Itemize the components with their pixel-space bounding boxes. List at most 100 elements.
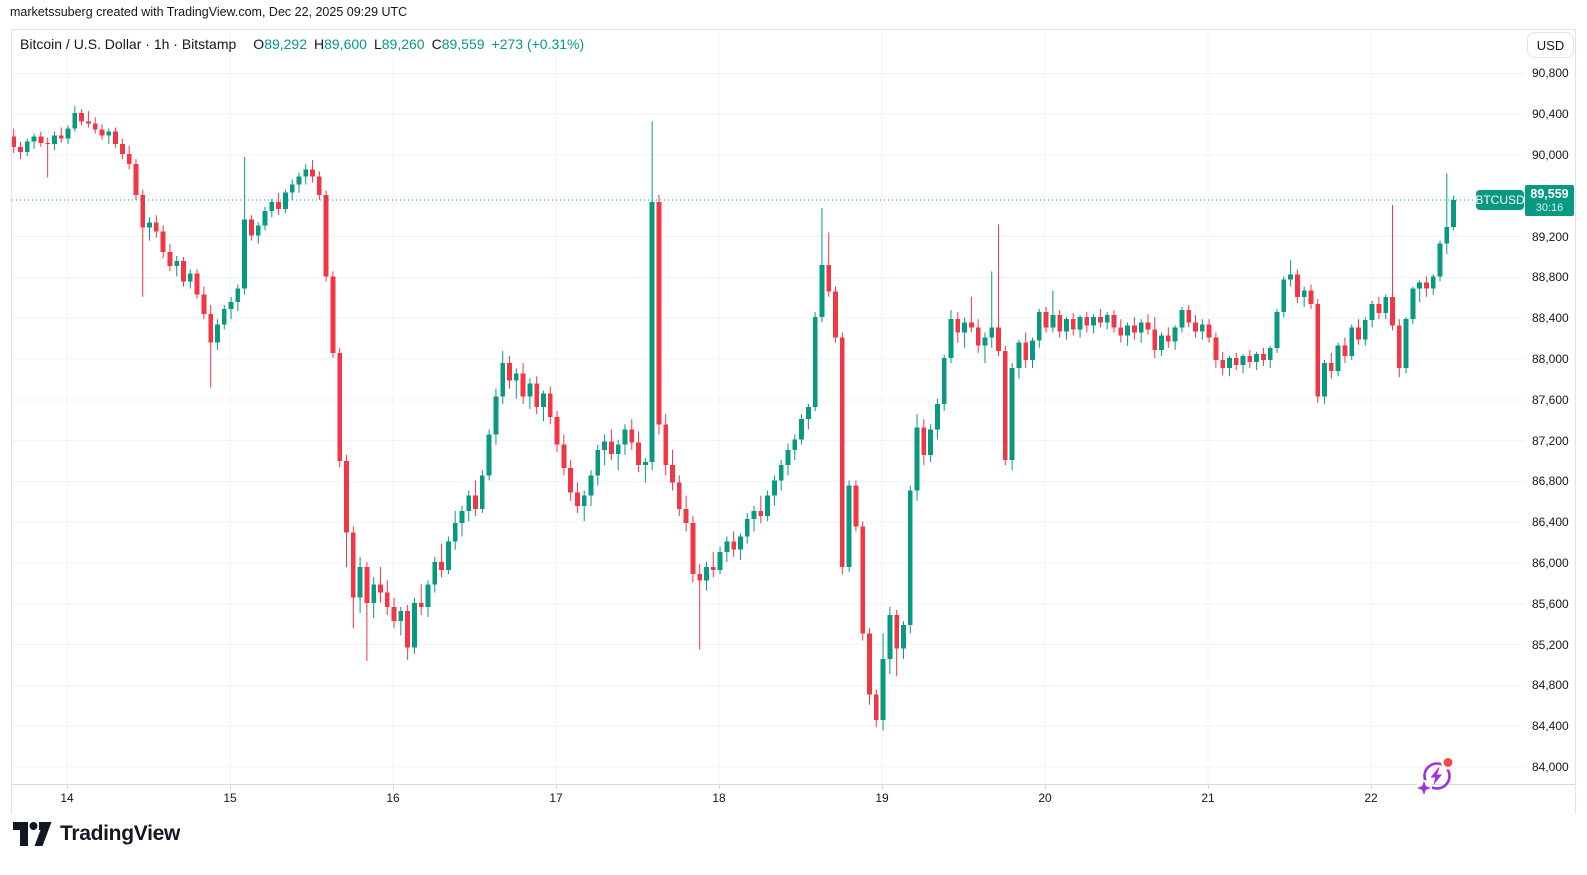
candle-body xyxy=(1186,310,1192,323)
candle-body xyxy=(867,633,872,695)
candle-body xyxy=(262,211,268,226)
ai-circle xyxy=(1423,762,1451,790)
candle-body xyxy=(398,610,404,622)
candle-body xyxy=(1023,342,1029,361)
ohlc-high-label: H xyxy=(314,36,325,52)
candle-body xyxy=(18,146,23,152)
candle-body xyxy=(1288,274,1293,280)
candle-body xyxy=(160,231,166,252)
candle-body xyxy=(880,658,886,721)
candle-body xyxy=(425,584,431,607)
candle-body xyxy=(1118,327,1124,336)
candle-body xyxy=(1281,279,1287,313)
candle-body xyxy=(581,495,587,506)
candle-body xyxy=(371,584,377,603)
price-line-symbol-badge: BTCUSD xyxy=(1475,189,1525,210)
lightning-bolt-icon xyxy=(1430,767,1442,785)
price-axis[interactable]: 90,80090,40090,00089,60089,20088,80088,4… xyxy=(1524,30,1575,784)
candle-body xyxy=(1274,312,1280,348)
time-axis-tick xyxy=(1208,785,1209,789)
candle-body xyxy=(792,439,798,450)
time-axis-tick xyxy=(1371,785,1372,789)
candle-body xyxy=(364,567,370,603)
time-axis-label: 19 xyxy=(875,791,889,805)
ohlc-high-value: 89,600 xyxy=(324,36,367,52)
candle-body xyxy=(778,465,784,481)
candle-body xyxy=(1104,315,1110,323)
candle-body xyxy=(52,135,57,144)
candle-body xyxy=(622,429,628,445)
candle-body xyxy=(1057,315,1063,332)
candle-body xyxy=(704,567,709,581)
price-axis-label: 87,200 xyxy=(1532,433,1569,448)
candle-body xyxy=(289,184,295,193)
candle-body xyxy=(106,131,112,136)
price-axis-label: 84,400 xyxy=(1532,719,1569,734)
candle-body xyxy=(357,567,363,598)
candle-body xyxy=(1247,355,1253,363)
candle-body xyxy=(140,194,146,228)
candle-body xyxy=(1362,320,1368,340)
candle-body xyxy=(500,363,506,397)
candle-body xyxy=(636,442,641,466)
candle-body xyxy=(595,449,601,476)
candle-body xyxy=(731,541,737,550)
tradingview-logo[interactable]: TradingView xyxy=(13,821,180,847)
candle-body xyxy=(1131,325,1137,333)
price-axis-label: 86,400 xyxy=(1532,515,1569,530)
current-price-value: 89,559 xyxy=(1530,186,1569,201)
chart-plot-area[interactable] xyxy=(12,30,1524,784)
candle-body xyxy=(276,201,281,210)
price-axis-label: 87,600 xyxy=(1532,392,1569,407)
bar-countdown: 30:16 xyxy=(1535,201,1564,214)
candle-body xyxy=(554,417,560,445)
candle-body xyxy=(1383,296,1389,314)
candle-body xyxy=(208,314,214,343)
candle-body xyxy=(1335,345,1341,372)
price-axis-label: 86,000 xyxy=(1532,556,1569,570)
candle-body xyxy=(228,301,234,310)
time-axis-tick xyxy=(556,785,557,789)
price-axis-label: 90,000 xyxy=(1532,148,1569,162)
time-axis-label: 20 xyxy=(1038,791,1052,805)
candle-body xyxy=(948,319,954,358)
time-axis[interactable]: 14 15 16 17 18 19 20 21 22 xyxy=(12,784,1575,814)
currency-toggle-button[interactable]: USD xyxy=(1527,32,1574,58)
candle-body xyxy=(670,465,675,483)
candle-body xyxy=(710,567,716,571)
candle-body xyxy=(846,485,852,568)
candle-body xyxy=(45,142,51,144)
candle-body xyxy=(568,468,574,493)
candle-body xyxy=(473,495,478,509)
candle-body xyxy=(344,461,349,533)
candle-body xyxy=(1342,345,1348,356)
candle-body xyxy=(303,169,309,177)
candle-body xyxy=(486,434,492,476)
candle-body xyxy=(215,324,220,343)
candle-body xyxy=(1254,353,1260,363)
candle-body xyxy=(1349,327,1355,356)
candle-body xyxy=(1267,347,1273,361)
candle-body xyxy=(894,615,900,649)
candle-body xyxy=(799,419,804,440)
ai-assistant-icon[interactable] xyxy=(1417,752,1457,796)
candle-body xyxy=(1145,322,1151,330)
price-axis-label: 85,600 xyxy=(1532,596,1569,611)
candle-body xyxy=(853,485,859,527)
candle-body xyxy=(92,123,98,130)
candle-body xyxy=(744,519,750,537)
candle-body xyxy=(1322,363,1327,397)
candle-body xyxy=(255,225,261,236)
candle-body xyxy=(520,373,526,397)
time-axis-label: 22 xyxy=(1364,791,1378,805)
time-axis-tick xyxy=(882,785,883,789)
candle-body xyxy=(1098,317,1103,323)
candle-body xyxy=(996,327,1001,351)
ohlc-open-value: 89,292 xyxy=(264,36,308,52)
candle-body xyxy=(65,128,71,139)
candle-body xyxy=(1376,303,1382,314)
candle-body xyxy=(58,135,64,139)
candle-body xyxy=(466,495,472,511)
time-axis-tick xyxy=(230,785,231,789)
